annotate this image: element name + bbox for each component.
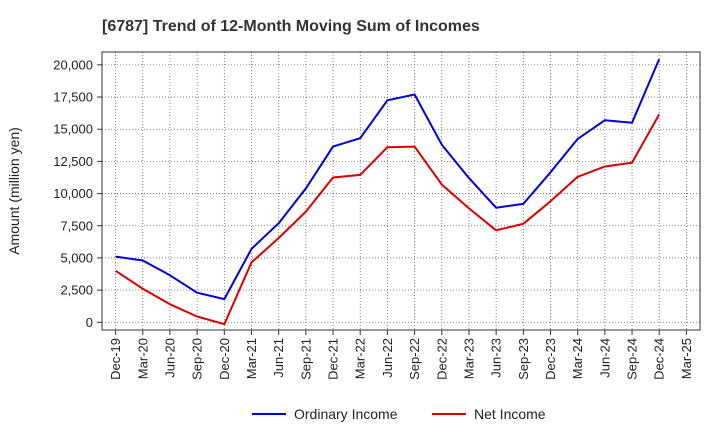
x-tick-label: Dec-24 — [652, 338, 667, 380]
x-axis: Dec-19 Mar-20 Jun-20 Sep-20 Dec-20 Mar-21 Jun-… — [108, 330, 694, 380]
series-lines — [115, 58, 661, 326]
legend-label: Net Income — [474, 406, 546, 422]
x-tick-label: Dec-20 — [217, 338, 232, 380]
x-tick-label: Sep-20 — [190, 338, 205, 380]
grid — [102, 52, 700, 330]
x-tick-label: Mar-21 — [244, 338, 259, 379]
legend-label: Ordinary Income — [294, 406, 398, 422]
x-tick-label: Mar-22 — [353, 338, 368, 379]
x-tick-label: Dec-21 — [326, 338, 341, 380]
y-tick-label: 5,000 — [60, 250, 93, 265]
y-tick-label: 7,500 — [60, 218, 93, 233]
x-tick-label: Dec-23 — [543, 338, 558, 380]
x-tick-label: Sep-23 — [516, 338, 531, 380]
x-tick-label: Mar-20 — [135, 338, 150, 379]
x-tick-label: Dec-19 — [108, 338, 123, 380]
y-axis: 0 2,500 5,000 7,500 10,000 12,500 15,000 17,500… — [53, 57, 102, 330]
chart-title: [6787] Trend of 12-Month Moving Sum of I… — [102, 18, 480, 35]
x-tick-label: Sep-21 — [298, 338, 313, 380]
x-tick-label: Mar-23 — [461, 338, 476, 379]
y-tick-label: 0 — [86, 315, 93, 330]
x-tick-label: Sep-24 — [625, 338, 640, 380]
x-tick-label: Mar-24 — [570, 338, 585, 379]
x-tick-label: Mar-25 — [679, 338, 694, 379]
legend: Ordinary Income Net Income — [252, 406, 546, 422]
plot-area-frame — [101, 51, 701, 331]
y-tick-label: 17,500 — [53, 90, 93, 105]
x-tick-label: Jun-22 — [380, 338, 395, 378]
y-tick-label: 10,000 — [53, 186, 93, 201]
series-line-ordinary-income — [115, 58, 661, 301]
y-axis-label: Amount (million yen) — [6, 127, 22, 255]
x-tick-label: Jun-21 — [271, 338, 286, 378]
x-tick-label: Jun-20 — [162, 338, 177, 378]
series-line-net-income — [115, 113, 661, 326]
x-tick-label: Dec-22 — [434, 338, 449, 380]
y-tick-label: 20,000 — [53, 57, 93, 72]
y-tick-label: 12,500 — [53, 154, 93, 169]
x-tick-label: Jun-23 — [489, 338, 504, 378]
x-tick-label: Jun-24 — [597, 338, 612, 378]
x-tick-label: Sep-22 — [407, 338, 422, 380]
y-tick-label: 15,000 — [53, 122, 93, 137]
y-tick-label: 2,500 — [60, 283, 93, 298]
